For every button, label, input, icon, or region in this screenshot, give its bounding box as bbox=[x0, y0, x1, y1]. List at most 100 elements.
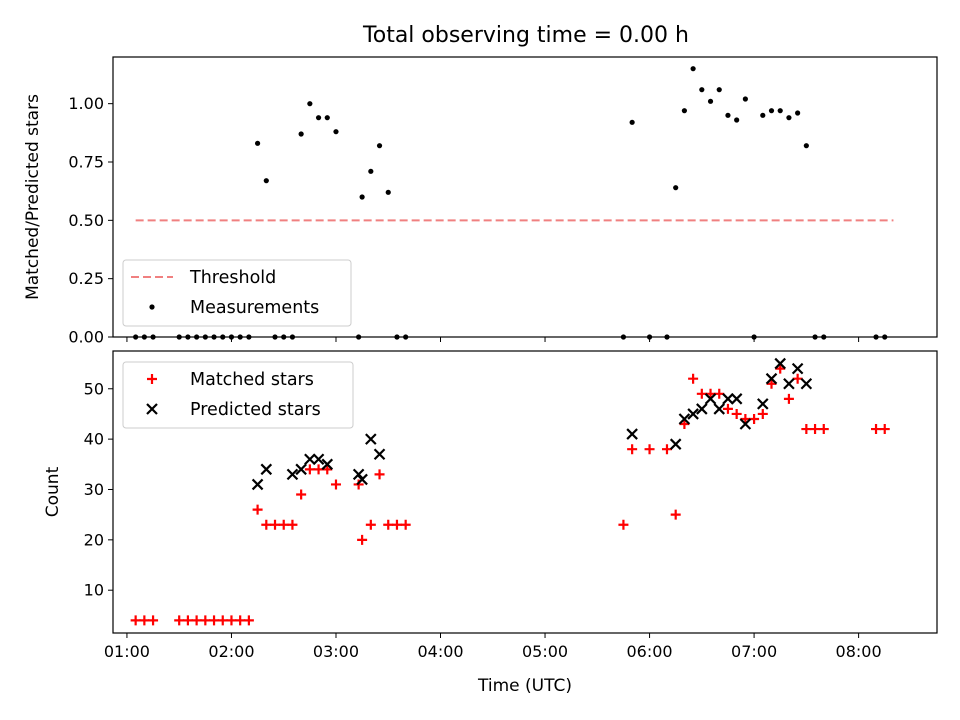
matched-stars-point bbox=[296, 489, 307, 500]
predicted-stars-point bbox=[722, 393, 734, 405]
top-legend: Threshold Measurements bbox=[122, 259, 352, 327]
bottom-panel: 10 20 30 40 50 01:00 02:00 03:00 04:00 05:00 06:0… bbox=[43, 350, 938, 696]
measurement-point bbox=[629, 119, 635, 125]
matched-stars-point bbox=[374, 469, 385, 480]
matched-stars-point bbox=[871, 424, 882, 435]
matched-stars-point bbox=[200, 615, 211, 626]
legend-threshold-label: Threshold bbox=[189, 268, 276, 288]
measurement-point bbox=[376, 143, 383, 149]
matched-stars-point bbox=[383, 519, 394, 530]
bottom-legend: Matched stars Predicted stars bbox=[122, 361, 354, 429]
matched-stars-point bbox=[879, 424, 890, 435]
matched-stars-point bbox=[766, 378, 777, 389]
matched-stars-point bbox=[731, 408, 742, 419]
predicted-stars-point bbox=[678, 413, 691, 425]
matched-stars-point bbox=[688, 373, 699, 384]
measurement-point bbox=[716, 87, 722, 93]
x-tick-label: 07:00 bbox=[731, 642, 777, 661]
measurement-point bbox=[333, 129, 339, 135]
y-tick-label: 0.50 bbox=[68, 211, 104, 230]
bottom-x-axis-label: Time (UTC) bbox=[477, 676, 572, 696]
y-tick-label: 10 bbox=[84, 581, 104, 600]
predicted-stars-point bbox=[286, 468, 299, 481]
matched-stars-point bbox=[740, 413, 751, 424]
y-tick-label: 40 bbox=[84, 430, 104, 449]
predicted-stars-point bbox=[791, 362, 804, 375]
chart-title: Total observing time = 0.00 h bbox=[362, 23, 689, 48]
matched-stars-point bbox=[191, 615, 202, 626]
matched-stars-point bbox=[679, 419, 690, 430]
matched-stars-point bbox=[209, 615, 220, 626]
predicted-stars-point bbox=[696, 403, 708, 415]
matched-stars-point bbox=[182, 615, 193, 626]
predicted-stars-point bbox=[687, 408, 699, 420]
matched-stars-point bbox=[775, 363, 786, 374]
legend-measurements-swatch bbox=[149, 304, 155, 310]
measurement-point bbox=[768, 108, 775, 114]
top-y-axis: 0.00 0.25 0.50 0.75 1.00 bbox=[68, 94, 113, 347]
x-tick-label: 04:00 bbox=[417, 642, 463, 661]
top-panel: 0.00 0.25 0.50 0.75 1.00 Matched/Predicted s… bbox=[23, 56, 938, 347]
matched-stars-point bbox=[174, 615, 185, 626]
measurement-point bbox=[298, 131, 304, 137]
measurement-point bbox=[777, 108, 783, 114]
predicted-stars-point bbox=[626, 428, 638, 440]
y-tick-label: 1.00 bbox=[68, 94, 104, 113]
legend-box bbox=[122, 259, 352, 327]
matched-stars-point bbox=[783, 393, 794, 404]
bottom-y-axis-label: Count bbox=[43, 466, 63, 517]
measurement-point bbox=[707, 98, 714, 104]
matched-stars-point bbox=[810, 424, 821, 435]
matched-stars-point bbox=[235, 615, 246, 626]
matched-stars-point bbox=[139, 615, 150, 626]
matched-stars-point bbox=[270, 519, 281, 530]
measurement-point bbox=[725, 112, 731, 118]
matched-stars-point bbox=[391, 519, 402, 530]
predicted-stars-point bbox=[800, 377, 813, 390]
x-tick-label: 08:00 bbox=[836, 642, 882, 661]
predicted-stars-point bbox=[730, 393, 743, 405]
matched-stars-point bbox=[670, 509, 681, 520]
measurement-point bbox=[690, 66, 696, 72]
matched-stars-point bbox=[287, 519, 298, 530]
predicted-stars-point bbox=[739, 418, 752, 430]
matched-stars-point bbox=[722, 403, 733, 414]
predicted-stars-point bbox=[365, 433, 377, 445]
x-tick-label: 05:00 bbox=[522, 642, 568, 661]
matched-stars-point bbox=[261, 519, 272, 530]
measurement-point bbox=[315, 115, 322, 121]
top-plot-marks bbox=[133, 66, 894, 340]
matched-stars-point bbox=[714, 388, 725, 399]
predicted-stars-point bbox=[251, 478, 264, 491]
y-tick-label: 50 bbox=[84, 379, 104, 398]
matched-stars-point bbox=[217, 615, 228, 626]
measurement-point bbox=[307, 101, 313, 107]
measurement-point bbox=[673, 185, 679, 191]
x-tick-label: 03:00 bbox=[313, 642, 359, 661]
measurement-point bbox=[681, 108, 687, 114]
measurement-point bbox=[734, 117, 740, 123]
predicted-stars-point bbox=[669, 438, 682, 450]
matched-stars-point bbox=[130, 615, 141, 626]
measurement-point bbox=[324, 115, 330, 121]
top-x-axis bbox=[126, 337, 860, 342]
matched-stars-point bbox=[696, 388, 707, 399]
predicted-stars-point bbox=[295, 463, 307, 476]
matched-stars-point bbox=[818, 424, 829, 435]
legend-measurements-label: Measurements bbox=[190, 298, 319, 318]
predicted-stars-point bbox=[321, 458, 334, 471]
measurement-point bbox=[795, 110, 801, 116]
matched-stars-point bbox=[330, 479, 341, 490]
matched-stars-point bbox=[618, 519, 629, 530]
predicted-stars-point bbox=[260, 463, 273, 476]
matched-stars-point bbox=[313, 464, 324, 475]
y-tick-label: 30 bbox=[84, 480, 104, 499]
measurement-point bbox=[359, 194, 365, 200]
y-tick-label: 0.00 bbox=[68, 328, 104, 347]
legend-predicted-stars-swatch bbox=[146, 403, 158, 415]
measurement-point bbox=[742, 96, 748, 102]
measurement-point bbox=[786, 115, 792, 121]
legend-predicted-stars-label: Predicted stars bbox=[190, 400, 321, 420]
matched-stars-point bbox=[627, 444, 638, 455]
